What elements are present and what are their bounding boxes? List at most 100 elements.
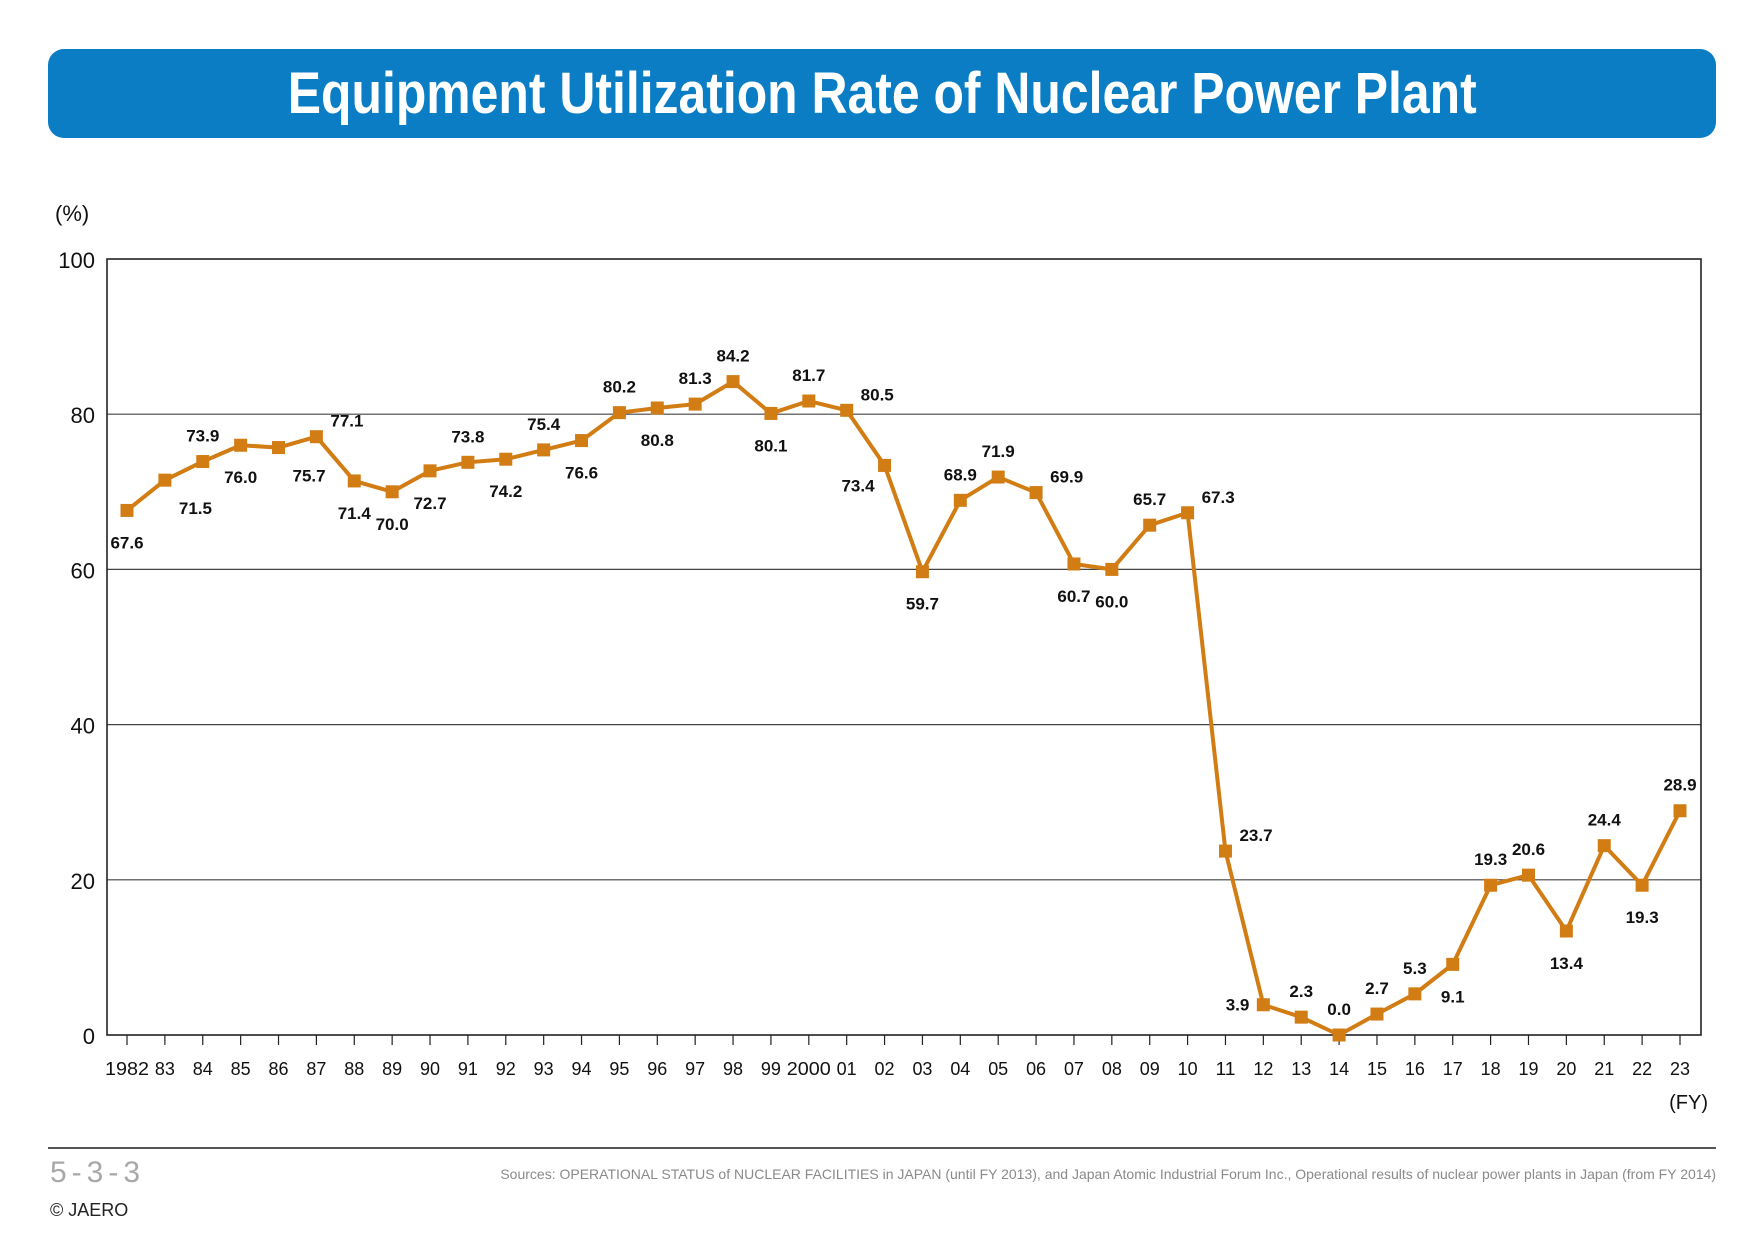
data-label: 74.2 [489, 482, 522, 501]
x-tick-label: 04 [950, 1059, 970, 1079]
data-point [385, 485, 399, 499]
x-tick-label: 1982 [105, 1059, 149, 1079]
x-tick-label: 19 [1518, 1059, 1538, 1079]
x-tick-label: 09 [1140, 1059, 1160, 1079]
data-label: 65.7 [1133, 490, 1166, 509]
x-tick-label: 96 [647, 1059, 667, 1079]
x-tick-label: 18 [1481, 1059, 1501, 1079]
x-tick-label: 10 [1178, 1059, 1198, 1079]
data-point [1181, 506, 1195, 520]
data-point [1294, 1010, 1308, 1024]
data-label: 3.9 [1226, 996, 1250, 1015]
data-label: 80.2 [603, 378, 636, 397]
data-label: 77.1 [330, 412, 363, 431]
data-label: 59.7 [906, 595, 939, 614]
data-label: 80.5 [861, 385, 894, 404]
data-point [1559, 924, 1573, 938]
y-tick-label: 20 [71, 869, 95, 894]
data-point [272, 441, 286, 455]
x-tick-label: 23 [1670, 1059, 1690, 1079]
data-label: 2.3 [1289, 982, 1313, 1001]
x-tick-label: 15 [1367, 1059, 1387, 1079]
data-label: 73.9 [186, 427, 219, 446]
x-tick-label: 90 [420, 1059, 440, 1079]
x-tick-label: 97 [685, 1059, 705, 1079]
y-tick-label: 0 [83, 1024, 95, 1049]
x-tick-label: 21 [1594, 1059, 1614, 1079]
data-point [1067, 557, 1081, 571]
x-tick-label: 11 [1215, 1059, 1235, 1079]
data-point [1332, 1028, 1346, 1042]
data-label: 80.8 [641, 431, 674, 450]
data-point [802, 394, 816, 408]
data-point [196, 455, 210, 469]
x-tick-label: 95 [609, 1059, 629, 1079]
data-point [1521, 868, 1535, 882]
x-tick-label: 85 [231, 1059, 251, 1079]
data-point [1408, 987, 1422, 1001]
data-point [1105, 562, 1119, 576]
data-point [1029, 486, 1043, 500]
data-point [726, 375, 740, 389]
x-tick-label: 07 [1064, 1059, 1084, 1079]
data-label: 75.7 [293, 467, 326, 486]
y-unit-label: (%) [55, 201, 89, 226]
data-point [461, 455, 475, 469]
data-label: 28.9 [1663, 776, 1696, 795]
x-tick-label: 13 [1291, 1059, 1311, 1079]
data-label: 13.4 [1550, 954, 1584, 973]
x-tick-label: 16 [1405, 1059, 1425, 1079]
plot-frame [106, 258, 1702, 1036]
data-point [612, 406, 626, 420]
x-tick-label: 84 [193, 1059, 213, 1079]
data-point [1446, 957, 1460, 971]
data-label: 60.7 [1057, 587, 1090, 606]
data-label: 71.4 [338, 504, 372, 523]
data-label: 84.2 [717, 347, 750, 366]
data-label: 9.1 [1441, 987, 1465, 1006]
y-tick-label: 80 [71, 403, 95, 428]
data-point [1597, 839, 1611, 853]
x-unit-label: (FY) [1669, 1092, 1708, 1114]
y-tick-label: 60 [71, 558, 95, 583]
data-point [764, 406, 778, 420]
x-tick-label: 83 [155, 1059, 175, 1079]
data-label: 60.0 [1095, 592, 1128, 611]
y-tick-label: 100 [58, 248, 95, 273]
data-label: 76.6 [565, 464, 598, 483]
data-label: 23.7 [1239, 826, 1272, 845]
x-tick-label: 89 [382, 1059, 402, 1079]
x-tick-label: 05 [988, 1059, 1008, 1079]
data-point [1370, 1007, 1384, 1021]
x-tick-label: 86 [269, 1059, 289, 1079]
x-tick-label: 08 [1102, 1059, 1122, 1079]
data-label: 71.5 [179, 499, 212, 518]
x-tick-label: 20 [1556, 1059, 1576, 1079]
footer-divider [48, 1147, 1716, 1149]
data-point [840, 403, 854, 417]
data-label: 0.0 [1327, 1000, 1351, 1019]
data-label: 73.4 [841, 476, 875, 495]
data-label: 5.3 [1403, 959, 1427, 978]
x-tick-label: 02 [875, 1059, 895, 1079]
data-label: 19.3 [1626, 908, 1659, 927]
data-point [158, 473, 172, 487]
data-label: 20.6 [1512, 840, 1545, 859]
data-point [991, 470, 1005, 484]
title-banner: Equipment Utilization Rate of Nuclear Po… [48, 49, 1716, 138]
sources-note: Sources: OPERATIONAL STATUS of NUCLEAR F… [500, 1166, 1716, 1182]
x-tick-label: 06 [1026, 1059, 1046, 1079]
x-tick-label: 14 [1329, 1059, 1349, 1079]
data-point [309, 430, 323, 444]
x-tick-label: 99 [761, 1059, 781, 1079]
data-point [878, 458, 892, 472]
data-label: 2.7 [1365, 979, 1389, 998]
data-label: 68.9 [944, 465, 977, 484]
data-point [953, 493, 967, 507]
x-tick-label: 87 [306, 1059, 326, 1079]
data-label: 70.0 [376, 515, 409, 534]
data-label: 72.7 [413, 494, 446, 513]
data-point [650, 401, 664, 415]
data-label: 67.3 [1202, 488, 1235, 507]
page-number: 5-3-3 [50, 1156, 146, 1189]
